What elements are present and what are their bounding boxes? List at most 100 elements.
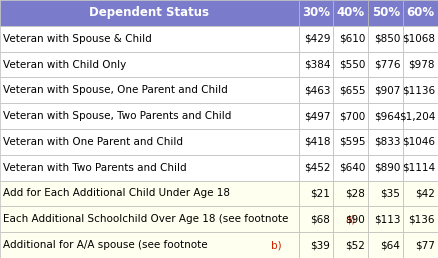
Bar: [368, 232, 403, 258]
Bar: [0, 155, 299, 181]
Bar: [333, 77, 368, 103]
Text: $418: $418: [304, 137, 331, 147]
Bar: [333, 103, 368, 129]
Text: 60%: 60%: [406, 6, 434, 19]
Text: $28: $28: [346, 189, 365, 198]
Text: Veteran with Two Parents and Child: Veteran with Two Parents and Child: [3, 163, 187, 173]
Text: $964: $964: [374, 111, 400, 121]
Text: $1136: $1136: [402, 85, 435, 95]
Bar: [299, 129, 333, 155]
Bar: [368, 103, 403, 129]
Text: Veteran with Spouse, One Parent and Child: Veteran with Spouse, One Parent and Chil…: [3, 85, 228, 95]
Bar: [368, 129, 403, 155]
Text: $850: $850: [374, 34, 400, 44]
Text: $610: $610: [339, 34, 365, 44]
Bar: [368, 181, 403, 206]
Text: $978: $978: [409, 60, 435, 69]
Text: $64: $64: [380, 240, 400, 250]
Bar: [0, 181, 299, 206]
Text: $429: $429: [304, 34, 331, 44]
Text: $35: $35: [380, 189, 400, 198]
Text: 30%: 30%: [302, 6, 330, 19]
Bar: [0, 52, 299, 77]
Text: $68: $68: [311, 214, 331, 224]
Text: $21: $21: [311, 189, 331, 198]
Bar: [333, 26, 368, 52]
Bar: [0, 129, 299, 155]
Text: Veteran with Spouse, Two Parents and Child: Veteran with Spouse, Two Parents and Chi…: [3, 111, 231, 121]
Text: a): a): [346, 214, 356, 224]
Text: $640: $640: [339, 163, 365, 173]
Text: $136: $136: [409, 214, 435, 224]
Bar: [333, 155, 368, 181]
Text: $39: $39: [311, 240, 331, 250]
Text: Veteran with One Parent and Child: Veteran with One Parent and Child: [3, 137, 183, 147]
Text: $595: $595: [339, 137, 365, 147]
Bar: [333, 129, 368, 155]
Text: $1114: $1114: [402, 163, 435, 173]
Bar: [403, 129, 438, 155]
Text: Veteran with Child Only: Veteran with Child Only: [3, 60, 126, 69]
Text: $52: $52: [346, 240, 365, 250]
Text: $1068: $1068: [402, 34, 435, 44]
Text: $452: $452: [304, 163, 331, 173]
Bar: [0, 232, 299, 258]
Bar: [368, 52, 403, 77]
Text: $497: $497: [304, 111, 331, 121]
Text: $77: $77: [415, 240, 435, 250]
Text: Each Additional Schoolchild Over Age 18 (see footnote: Each Additional Schoolchild Over Age 18 …: [3, 214, 292, 224]
Bar: [0, 206, 299, 232]
Bar: [299, 77, 333, 103]
Text: Veteran with Spouse & Child: Veteran with Spouse & Child: [3, 34, 152, 44]
Bar: [333, 181, 368, 206]
Bar: [403, 155, 438, 181]
Bar: [368, 26, 403, 52]
Text: $890: $890: [374, 163, 400, 173]
Text: $1,204: $1,204: [399, 111, 435, 121]
Bar: [368, 206, 403, 232]
Text: $463: $463: [304, 85, 331, 95]
Text: $384: $384: [304, 60, 331, 69]
Bar: [299, 52, 333, 77]
Text: $113: $113: [374, 214, 400, 224]
Text: $776: $776: [374, 60, 400, 69]
Text: Dependent Status: Dependent Status: [89, 6, 209, 19]
Bar: [299, 155, 333, 181]
Bar: [299, 181, 333, 206]
Text: $907: $907: [374, 85, 400, 95]
Bar: [403, 206, 438, 232]
Bar: [368, 0, 403, 26]
Text: Additional for A/A spouse (see footnote: Additional for A/A spouse (see footnote: [3, 240, 211, 250]
Bar: [299, 26, 333, 52]
Bar: [403, 0, 438, 26]
Bar: [333, 52, 368, 77]
Text: $550: $550: [339, 60, 365, 69]
Bar: [403, 103, 438, 129]
Text: $1046: $1046: [402, 137, 435, 147]
Bar: [299, 232, 333, 258]
Bar: [368, 77, 403, 103]
Bar: [333, 206, 368, 232]
Bar: [403, 77, 438, 103]
Text: b): b): [271, 240, 282, 250]
Bar: [333, 0, 368, 26]
Bar: [0, 26, 299, 52]
Text: Add for Each Additional Child Under Age 18: Add for Each Additional Child Under Age …: [3, 189, 230, 198]
Bar: [299, 103, 333, 129]
Bar: [403, 232, 438, 258]
Text: $42: $42: [415, 189, 435, 198]
Bar: [299, 0, 333, 26]
Bar: [299, 206, 333, 232]
Text: $833: $833: [374, 137, 400, 147]
Text: 50%: 50%: [372, 6, 400, 19]
Bar: [0, 0, 299, 26]
Bar: [403, 181, 438, 206]
Bar: [333, 232, 368, 258]
Bar: [368, 155, 403, 181]
Text: $90: $90: [346, 214, 365, 224]
Bar: [0, 77, 299, 103]
Bar: [403, 52, 438, 77]
Text: $700: $700: [339, 111, 365, 121]
Text: $655: $655: [339, 85, 365, 95]
Bar: [0, 103, 299, 129]
